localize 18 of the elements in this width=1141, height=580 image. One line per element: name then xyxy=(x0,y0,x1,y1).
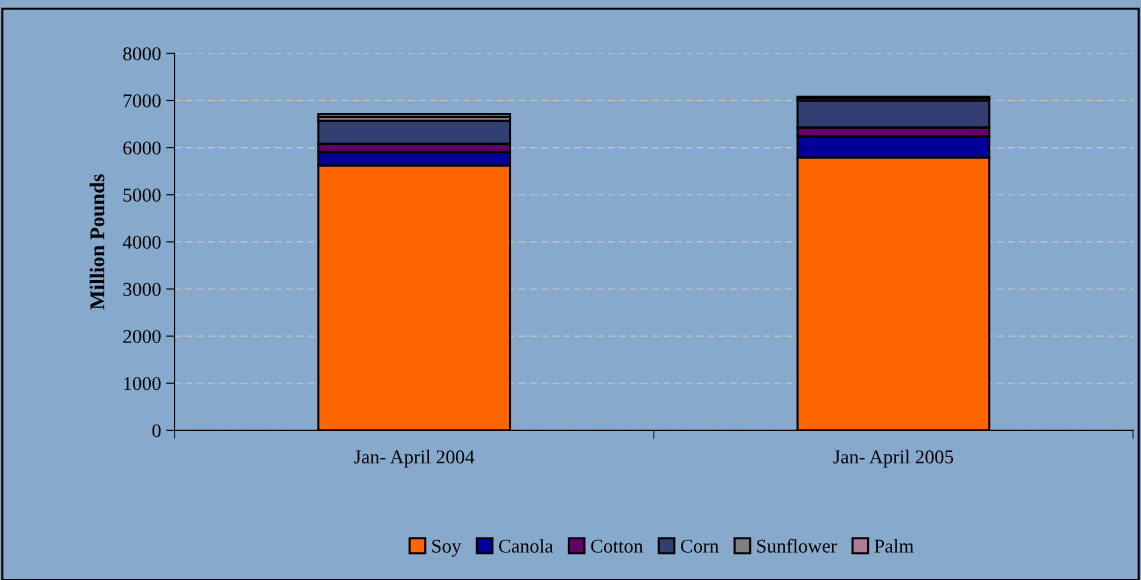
y-tick-label: 1000 xyxy=(124,377,161,391)
y-axis-title: Million Pounds xyxy=(89,174,105,310)
legend-label: Soy xyxy=(432,539,462,557)
y-tick-label: 0 xyxy=(152,424,161,438)
y-tick-label: 8000 xyxy=(123,47,161,61)
y-tick-label: 2000 xyxy=(123,329,161,344)
x-tick-label: Jan- April 2005 xyxy=(833,449,954,468)
y-tick-label: 7000 xyxy=(123,94,161,108)
y-tick-label: 6000 xyxy=(123,141,161,155)
legend-label: Cotton xyxy=(591,539,643,553)
legend-label: Sunflower xyxy=(757,538,837,553)
legend-label: Palm xyxy=(874,539,914,553)
legend-label: Canola xyxy=(499,539,554,553)
y-tick-label: 3000 xyxy=(123,282,161,296)
legend-label: Corn xyxy=(680,539,719,553)
x-tick-label: Jan- April 2004 xyxy=(354,449,475,468)
y-tick-label: 5000 xyxy=(123,188,161,202)
y-tick-label: 4000 xyxy=(122,235,161,249)
